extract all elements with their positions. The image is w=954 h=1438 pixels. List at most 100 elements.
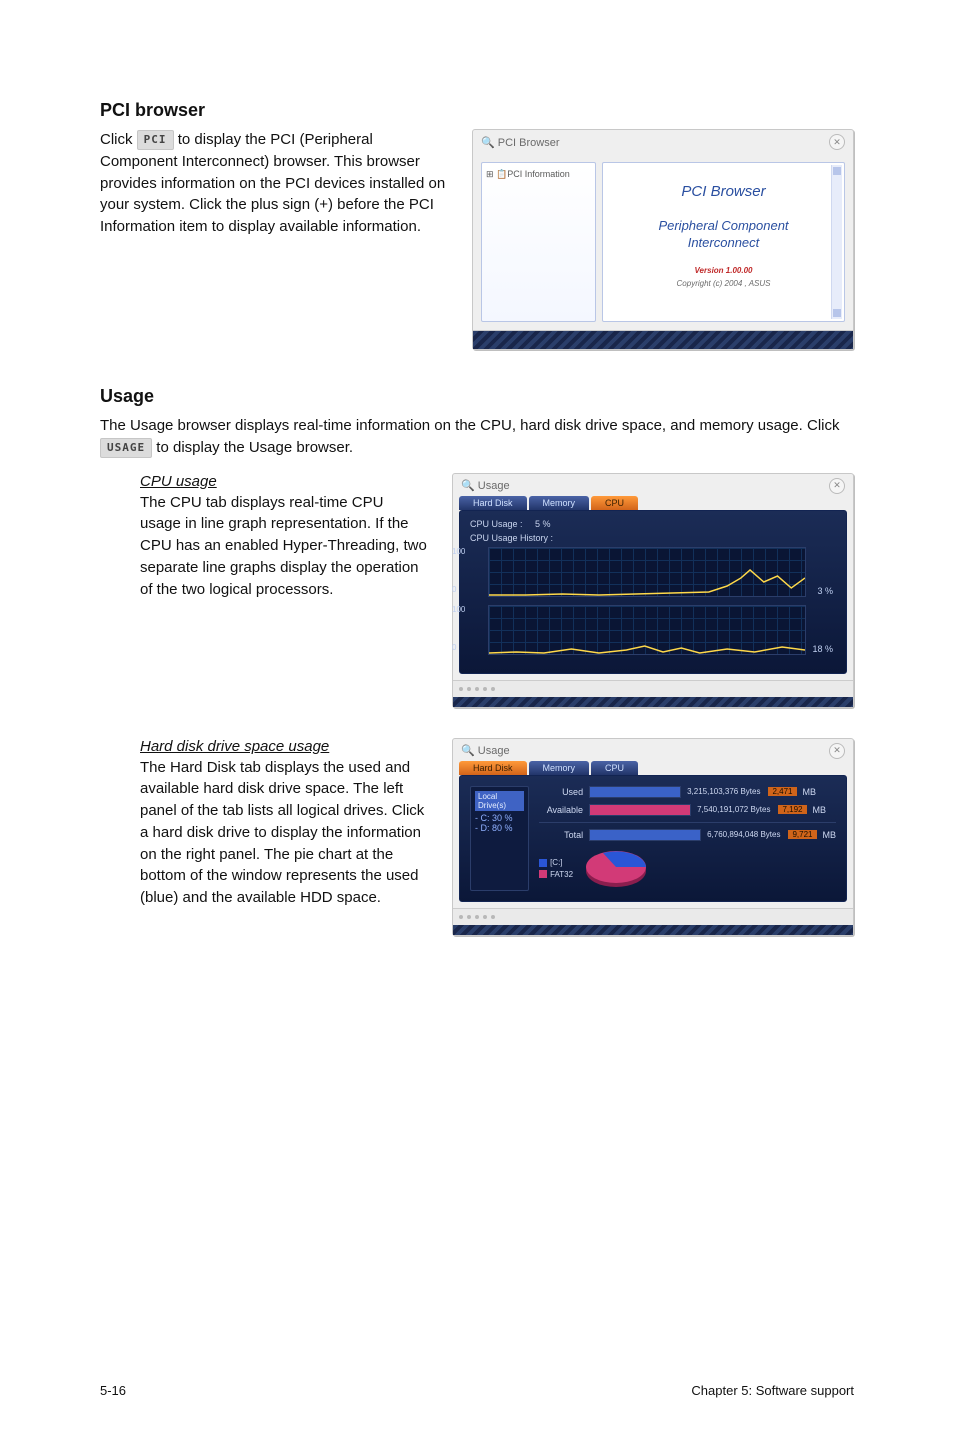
pci-browser-heading: PCI browser: [100, 100, 854, 121]
chart1-ybot: 0: [452, 585, 456, 594]
dot-icon: [483, 687, 487, 691]
pci-copyright: Copyright (c) 2004 , ASUS: [609, 279, 838, 288]
usage-intro-a: The Usage browser displays real-time inf…: [100, 417, 839, 434]
hdd-avail-value: 7,540,191,072 Bytes: [697, 805, 770, 814]
chart2-ytop: 100: [452, 605, 465, 614]
legend-fs: FAT32: [550, 870, 573, 879]
cpu-window-footer: [453, 680, 853, 697]
legend-used-swatch: [539, 859, 547, 867]
hdd-window-body: Local Drive(s) - C: 30 % - D: 80 % Used …: [459, 775, 847, 902]
hdd-total-label: Total: [539, 830, 583, 840]
tab-cpu[interactable]: CPU: [591, 761, 638, 775]
cpu-window-titlebar: 🔍 Usage ✕: [453, 474, 853, 498]
cpu-usage-label-text: CPU Usage :: [470, 519, 523, 529]
hdd-total-value: 6,760,894,048 Bytes: [707, 830, 780, 839]
dot-icon: [483, 915, 487, 919]
window-stripe: [453, 925, 853, 935]
cpu-chart-1-svg: [489, 548, 805, 596]
hdd-window-footer: [453, 908, 853, 925]
magnifier-icon: 🔍: [461, 480, 475, 492]
hdd-avail-bar: [589, 804, 691, 816]
hdd-avail-right: 7,192: [778, 805, 806, 814]
cpu-chart-1: 3 %: [488, 547, 806, 597]
hdd-total-unit: MB: [823, 830, 837, 840]
tab-cpu[interactable]: CPU: [591, 496, 638, 510]
hdd-drive-d[interactable]: - D: 80 %: [475, 823, 524, 833]
cpu-usage-paragraph: The CPU tab displays real-time CPU usage…: [140, 492, 428, 601]
pci-browser-paragraph: Click PCI to display the PCI (Peripheral…: [100, 129, 448, 238]
hdd-drive-list[interactable]: Local Drive(s) - C: 30 % - D: 80 %: [470, 786, 529, 891]
magnifier-icon: 🔍: [481, 137, 495, 149]
chart2-pct: 18 %: [812, 644, 833, 654]
usage-intro-b: to display the Usage browser.: [156, 439, 353, 456]
dot-icon: [467, 687, 471, 691]
cpu-usage-pct: 5 %: [535, 519, 551, 529]
hdd-pie-legend: [C:] FAT32: [539, 857, 573, 879]
hdd-row-total: Total 6,760,894,048 Bytes 9,721 MB: [539, 829, 836, 841]
hdd-avail-unit: MB: [813, 805, 827, 815]
cpu-history-label: CPU Usage History :: [470, 533, 836, 543]
cpu-usage-subheading: CPU usage: [140, 473, 428, 490]
pci-window-title: 🔍 PCI Browser: [481, 136, 560, 149]
close-icon[interactable]: ✕: [829, 743, 845, 759]
chart2-ybot: 0: [452, 643, 456, 652]
hdd-pie-wrap: [C:] FAT32: [539, 847, 836, 891]
close-icon[interactable]: ✕: [829, 478, 845, 494]
tab-memory[interactable]: Memory: [529, 761, 590, 775]
hdd-used-unit: MB: [803, 787, 817, 797]
chapter-label: Chapter 5: Software support: [691, 1383, 854, 1398]
pci-browser-window: 🔍 PCI Browser ✕ ⊞ 📋PCI Information: [472, 129, 854, 350]
cpu-usage-value-label: CPU Usage : 5 %: [470, 519, 836, 529]
cpu-line-2: [489, 646, 805, 653]
dot-icon: [459, 687, 463, 691]
cpu-chart-2: 18 %: [488, 605, 806, 655]
cpu-tabs: Hard Disk Memory CPU: [453, 496, 853, 510]
hdd-used-value: 3,215,103,376 Bytes: [687, 787, 760, 796]
pci-subhead: Peripheral Component Interconnect: [609, 218, 838, 252]
hdd-drive-c[interactable]: - C: 30 %: [475, 813, 524, 823]
hdd-window-titlebar: 🔍 Usage ✕: [453, 739, 853, 763]
pci-tree-root[interactable]: ⊞ 📋PCI Information: [486, 169, 591, 180]
chart1-ytop: 100: [452, 547, 465, 556]
hdd-pie-chart: [581, 847, 651, 891]
cpu-window-title: Usage: [478, 480, 510, 492]
hdd-total-bar: [589, 829, 701, 841]
hdd-window-title: Usage: [478, 745, 510, 757]
magnifier-icon: 🔍: [461, 745, 475, 757]
hdd-avail-label: Available: [539, 805, 583, 815]
hdd-tabs: Hard Disk Memory CPU: [453, 761, 853, 775]
dot-icon: [459, 915, 463, 919]
dot-icon: [491, 687, 495, 691]
hdd-used-label: Used: [539, 787, 583, 797]
usage-heading: Usage: [100, 386, 854, 407]
legend-drive: [C:]: [550, 858, 562, 867]
dot-icon: [467, 915, 471, 919]
cpu-usage-window: 🔍 Usage ✕ Hard Disk Memory CPU CPU Usage…: [452, 473, 854, 708]
scroll-down-icon[interactable]: [833, 309, 841, 317]
usage-inline-button[interactable]: USAGE: [100, 438, 152, 458]
window-stripe: [453, 697, 853, 707]
page-number: 5-16: [100, 1383, 126, 1398]
tab-hard-disk[interactable]: Hard Disk: [459, 496, 527, 510]
scroll-up-icon[interactable]: [833, 167, 841, 175]
hdd-usage-window: 🔍 Usage ✕ Hard Disk Memory CPU Local Dri…: [452, 738, 854, 936]
dot-icon: [475, 687, 479, 691]
cpu-chart-2-svg: [489, 606, 805, 654]
pci-headline: PCI Browser: [609, 183, 838, 200]
cpu-window-body: CPU Usage : 5 % CPU Usage History : 100 …: [459, 510, 847, 674]
pci-window-footer-stripe: [473, 330, 853, 349]
tab-memory[interactable]: Memory: [529, 496, 590, 510]
pci-tree-panel[interactable]: ⊞ 📋PCI Information: [481, 162, 596, 322]
usage-intro-paragraph: The Usage browser displays real-time inf…: [100, 415, 854, 459]
close-icon[interactable]: ✕: [829, 134, 845, 150]
scrollbar[interactable]: [831, 165, 842, 319]
pci-inline-button[interactable]: PCI: [137, 130, 174, 150]
hdd-used-bar: [589, 786, 681, 798]
hdd-used-mb: 2,471: [772, 787, 792, 796]
hdd-used-right: 2,471: [768, 787, 796, 796]
hdd-details: Used 3,215,103,376 Bytes 2,471 MB Availa…: [539, 786, 836, 891]
dot-icon: [475, 915, 479, 919]
tab-hard-disk[interactable]: Hard Disk: [459, 761, 527, 775]
hdd-drive-header: Local Drive(s): [475, 791, 524, 811]
hdd-row-used: Used 3,215,103,376 Bytes 2,471 MB: [539, 786, 836, 798]
